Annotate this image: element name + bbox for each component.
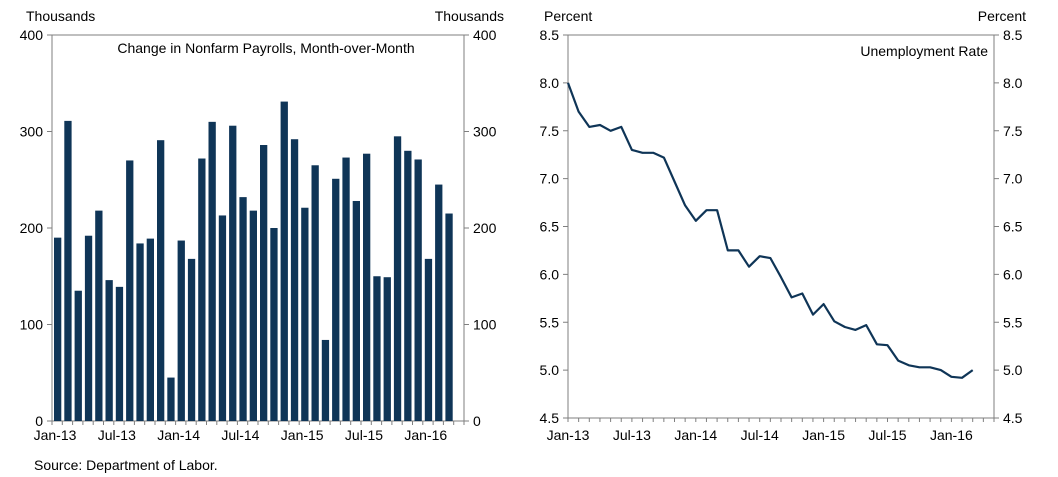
payrolls-bar bbox=[393, 136, 402, 421]
payrolls-bar bbox=[115, 286, 124, 421]
unemployment-left-tick-label: 7.0 bbox=[540, 171, 560, 187]
payrolls-bar bbox=[414, 159, 422, 422]
payrolls-bar bbox=[84, 235, 93, 421]
unemployment-right-tick-label: 7.0 bbox=[1003, 171, 1023, 187]
payrolls-bar bbox=[290, 139, 299, 421]
payrolls-bar bbox=[321, 339, 330, 421]
payrolls-x-tick-label: Jul-14 bbox=[221, 427, 259, 443]
payrolls-x-tick-label: Jan-13 bbox=[34, 427, 77, 443]
payrolls-bar bbox=[352, 200, 360, 421]
payrolls-bar bbox=[136, 243, 144, 421]
unemployment-right-tick-label: 8.5 bbox=[1003, 27, 1023, 43]
payrolls-bar bbox=[445, 213, 453, 421]
payrolls-bar bbox=[74, 290, 82, 421]
unemployment-left-tick-label: 7.5 bbox=[540, 123, 560, 139]
payrolls-right-tick-label: 100 bbox=[473, 317, 497, 333]
payrolls-left-tick-label: 400 bbox=[20, 27, 44, 43]
payrolls-left-tick-label: 300 bbox=[20, 124, 44, 140]
payrolls-bar bbox=[424, 258, 433, 421]
unemployment-right-tick-label: 5.0 bbox=[1003, 362, 1023, 378]
unemployment-rate-line bbox=[566, 82, 974, 379]
payrolls-bar bbox=[64, 120, 72, 421]
payrolls-bar bbox=[95, 210, 103, 421]
payrolls-bar bbox=[260, 145, 268, 421]
payrolls-right-tick-label: 0 bbox=[473, 413, 481, 429]
unemployment-x-tick-label: Jul-14 bbox=[741, 427, 779, 443]
payrolls-x-tick-label: Jul-15 bbox=[345, 427, 383, 443]
unemployment-plot-frame bbox=[567, 34, 995, 419]
payrolls-bar bbox=[198, 158, 206, 421]
payrolls-bar bbox=[363, 153, 371, 421]
payrolls-plot-frame bbox=[51, 34, 465, 422]
payrolls-left-tick-label: 200 bbox=[20, 220, 44, 236]
payrolls-bar bbox=[342, 157, 350, 421]
source-note: Source: Department of Labor. bbox=[34, 457, 218, 473]
unemployment-left-tick-label: 8.5 bbox=[540, 27, 560, 43]
payrolls-x-tick-label: Jan-16 bbox=[404, 427, 447, 443]
unemployment-right-tick-label: 4.5 bbox=[1003, 410, 1023, 426]
payrolls-bar bbox=[218, 215, 227, 421]
payrolls-left-tick-label: 0 bbox=[35, 413, 43, 429]
unemployment-left-tick-label: 4.5 bbox=[540, 410, 560, 426]
payrolls-bar bbox=[229, 125, 237, 422]
payrolls-x-tick-label: Jul-13 bbox=[98, 427, 136, 443]
payrolls-left-axis-title: Thousands bbox=[26, 8, 95, 24]
unemployment-left-tick-label: 5.5 bbox=[540, 314, 560, 330]
payrolls-right-tick-label: 300 bbox=[473, 124, 497, 140]
payrolls-x-tick-label: Jan-15 bbox=[281, 427, 324, 443]
payrolls-bar bbox=[435, 184, 443, 421]
unemployment-left-axis-title: Percent bbox=[544, 8, 592, 24]
payrolls-bar bbox=[280, 101, 288, 422]
payrolls-bar bbox=[167, 377, 175, 421]
payrolls-bar bbox=[208, 121, 216, 421]
payrolls-bar bbox=[54, 237, 62, 421]
unemployment-x-tick-label: Jan-15 bbox=[802, 427, 845, 443]
payrolls-bar bbox=[157, 140, 165, 421]
payrolls-right-tick-label: 200 bbox=[473, 220, 497, 236]
unemployment-right-tick-label: 5.5 bbox=[1003, 314, 1023, 330]
payrolls-left-tick-label: 100 bbox=[20, 317, 44, 333]
unemployment-right-tick-label: 6.5 bbox=[1003, 219, 1023, 235]
payrolls-bar bbox=[311, 165, 319, 421]
unemployment-x-tick-label: Jan-13 bbox=[547, 427, 590, 443]
unemployment-right-tick-label: 8.0 bbox=[1003, 75, 1023, 91]
payrolls-right-tick-label: 400 bbox=[473, 27, 497, 43]
payrolls-bar bbox=[270, 228, 278, 421]
payrolls-chart-title: Change in Nonfarm Payrolls, Month-over-M… bbox=[117, 40, 414, 56]
unemployment-x-tick-label: Jul-13 bbox=[613, 427, 651, 443]
payrolls-right-axis-title: Thousands bbox=[435, 8, 504, 24]
payrolls-bar bbox=[126, 160, 134, 421]
unemployment-chart-title: Unemployment Rate bbox=[860, 43, 988, 59]
unemployment-left-tick-label: 5.0 bbox=[540, 362, 560, 378]
payrolls-bar bbox=[404, 150, 412, 422]
payrolls-bar bbox=[249, 210, 257, 421]
payrolls-bar bbox=[177, 240, 185, 421]
unemployment-left-tick-label: 6.0 bbox=[540, 266, 560, 282]
payrolls-x-tick-label: Jan-14 bbox=[157, 427, 200, 443]
unemployment-x-tick-label: Jan-14 bbox=[674, 427, 717, 443]
unemployment-left-tick-label: 6.5 bbox=[540, 219, 560, 235]
unemployment-left-tick-label: 8.0 bbox=[540, 75, 560, 91]
unemployment-right-axis-title: Percent bbox=[978, 8, 1026, 24]
payrolls-bar bbox=[239, 197, 247, 421]
payrolls-bar bbox=[373, 276, 381, 421]
payrolls-bar bbox=[105, 280, 113, 421]
payrolls-bar bbox=[301, 207, 309, 421]
payrolls-bar bbox=[187, 258, 196, 421]
payrolls-bar bbox=[332, 178, 340, 421]
unemployment-right-tick-label: 7.5 bbox=[1003, 123, 1023, 139]
payrolls-bar bbox=[146, 238, 154, 421]
unemployment-x-tick-label: Jan-16 bbox=[930, 427, 973, 443]
payrolls-bar bbox=[383, 277, 391, 421]
unemployment-x-tick-label: Jul-15 bbox=[868, 427, 906, 443]
unemployment-right-tick-label: 6.0 bbox=[1003, 266, 1023, 282]
